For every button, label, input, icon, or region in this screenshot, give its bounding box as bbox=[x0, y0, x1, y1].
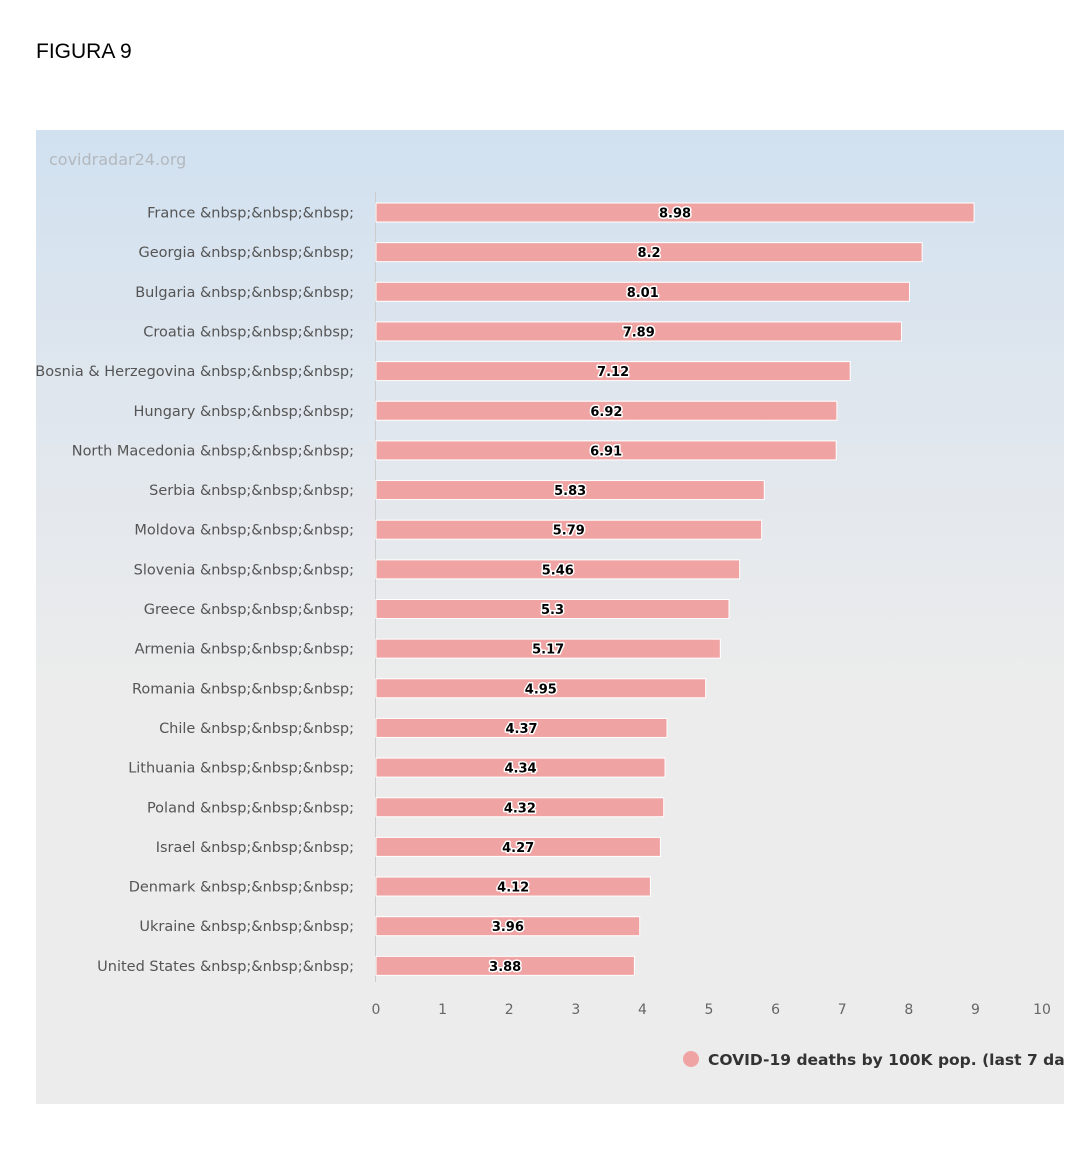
category-label: Moldova &nbsp;&nbsp;&nbsp; bbox=[134, 523, 354, 539]
bar bbox=[375, 717, 668, 738]
bar bbox=[375, 955, 635, 976]
category-labels: France &nbsp;&nbsp;&nbsp; Georgia &nbsp;&… bbox=[36, 206, 354, 975]
category-label: Serbia &nbsp;&nbsp;&nbsp; bbox=[149, 483, 354, 499]
category-label: Lithuania &nbsp;&nbsp;&nbsp; bbox=[128, 761, 354, 777]
data-label: 8.01 bbox=[627, 286, 659, 301]
chart-panel: covidradar24.org France &nbsp;&nbsp;&nbs… bbox=[36, 130, 1064, 1104]
category-label: Georgia &nbsp;&nbsp;&nbsp; bbox=[139, 245, 355, 261]
data-label: 4.12 bbox=[497, 881, 529, 896]
x-tick-label: 5 bbox=[705, 1002, 714, 1018]
category-label: Chile &nbsp;&nbsp;&nbsp; bbox=[159, 721, 354, 737]
category-label: North Macedonia &nbsp;&nbsp;&nbsp; bbox=[72, 443, 354, 459]
x-tick-label: 3 bbox=[571, 1002, 580, 1018]
data-label: 5.3 bbox=[541, 603, 564, 618]
bar bbox=[375, 242, 923, 263]
data-label: 3.88 bbox=[489, 960, 521, 975]
bar-chart: France &nbsp;&nbsp;&nbsp; Georgia &nbsp;&… bbox=[36, 192, 1064, 1069]
category-label: Bulgaria &nbsp;&nbsp;&nbsp; bbox=[135, 285, 354, 301]
bar bbox=[375, 400, 838, 421]
data-label: 7.12 bbox=[597, 365, 629, 380]
chart-credit[interactable]: covidradar24.org bbox=[49, 150, 187, 169]
legend[interactable]: COVID-19 deaths by 100K pop. (last 7 day… bbox=[683, 1051, 1064, 1069]
bar bbox=[375, 599, 730, 619]
category-label: Bosnia & Herzegovina &nbsp;&nbsp;&nbsp; bbox=[36, 364, 354, 380]
legend-swatch bbox=[683, 1051, 699, 1067]
x-tick-label: 2 bbox=[505, 1002, 514, 1018]
category-label: United States &nbsp;&nbsp;&nbsp; bbox=[97, 959, 354, 975]
data-label: 4.32 bbox=[504, 801, 536, 816]
data-label: 5.79 bbox=[553, 524, 585, 539]
bar bbox=[375, 876, 651, 897]
bar bbox=[375, 797, 665, 818]
bar bbox=[375, 361, 851, 382]
x-tick-label: 4 bbox=[638, 1002, 647, 1018]
category-label: Croatia &nbsp;&nbsp;&nbsp; bbox=[143, 324, 354, 340]
x-tick-label: 9 bbox=[971, 1002, 980, 1018]
data-label: 3.96 bbox=[492, 920, 524, 935]
x-tick-label: 6 bbox=[771, 1002, 780, 1018]
data-label: 5.17 bbox=[532, 643, 564, 658]
data-label: 4.95 bbox=[525, 682, 557, 697]
figure-title: FIGURA 9 bbox=[36, 40, 132, 63]
bar bbox=[375, 836, 661, 857]
data-label: 4.37 bbox=[505, 722, 537, 737]
data-label: 5.46 bbox=[542, 563, 574, 578]
x-tick-label: 8 bbox=[904, 1002, 913, 1018]
data-label: 8.2 bbox=[638, 246, 661, 261]
bar bbox=[375, 281, 910, 302]
category-label: France &nbsp;&nbsp;&nbsp; bbox=[147, 206, 354, 222]
bars bbox=[375, 202, 975, 976]
category-label: Armenia &nbsp;&nbsp;&nbsp; bbox=[135, 642, 354, 658]
x-tick-label: 1 bbox=[438, 1002, 447, 1018]
bar bbox=[375, 202, 975, 223]
data-label: 6.92 bbox=[590, 405, 622, 420]
category-label: Poland &nbsp;&nbsp;&nbsp; bbox=[147, 800, 354, 816]
data-label: 4.34 bbox=[504, 762, 536, 777]
bar bbox=[375, 916, 641, 937]
data-labels: 8.98 8.2 8.01 7.89 7.12 6.92 6.91 5.83 5.79 5.46 5… bbox=[488, 205, 693, 976]
bar bbox=[375, 559, 741, 580]
bar bbox=[375, 321, 902, 342]
x-tick-label: 7 bbox=[838, 1002, 847, 1018]
category-label: Greece &nbsp;&nbsp;&nbsp; bbox=[144, 602, 354, 618]
category-label: Slovenia &nbsp;&nbsp;&nbsp; bbox=[134, 562, 354, 578]
x-tick-label: 10 bbox=[1033, 1002, 1051, 1018]
legend-label: COVID-19 deaths by 100K pop. (last 7 day… bbox=[708, 1051, 1064, 1069]
bar bbox=[375, 519, 763, 540]
bar bbox=[375, 757, 666, 778]
bar bbox=[375, 440, 837, 461]
bar bbox=[375, 678, 707, 699]
category-label: Hungary &nbsp;&nbsp;&nbsp; bbox=[133, 404, 354, 420]
data-label: 8.98 bbox=[659, 207, 691, 222]
category-label: Denmark &nbsp;&nbsp;&nbsp; bbox=[129, 880, 354, 896]
bar bbox=[375, 638, 721, 659]
category-label: Israel &nbsp;&nbsp;&nbsp; bbox=[156, 840, 354, 856]
bar bbox=[375, 480, 765, 501]
data-label: 5.83 bbox=[554, 484, 586, 499]
category-label: Romania &nbsp;&nbsp;&nbsp; bbox=[132, 681, 354, 697]
x-axis-ticks: 0 1 2 3 4 5 6 7 8 9 10 bbox=[372, 1002, 1051, 1018]
category-label: Ukraine &nbsp;&nbsp;&nbsp; bbox=[139, 919, 354, 935]
data-label: 6.91 bbox=[590, 444, 622, 459]
data-label: 4.27 bbox=[502, 841, 534, 856]
x-tick-label: 0 bbox=[372, 1002, 381, 1018]
data-label: 7.89 bbox=[623, 325, 655, 340]
